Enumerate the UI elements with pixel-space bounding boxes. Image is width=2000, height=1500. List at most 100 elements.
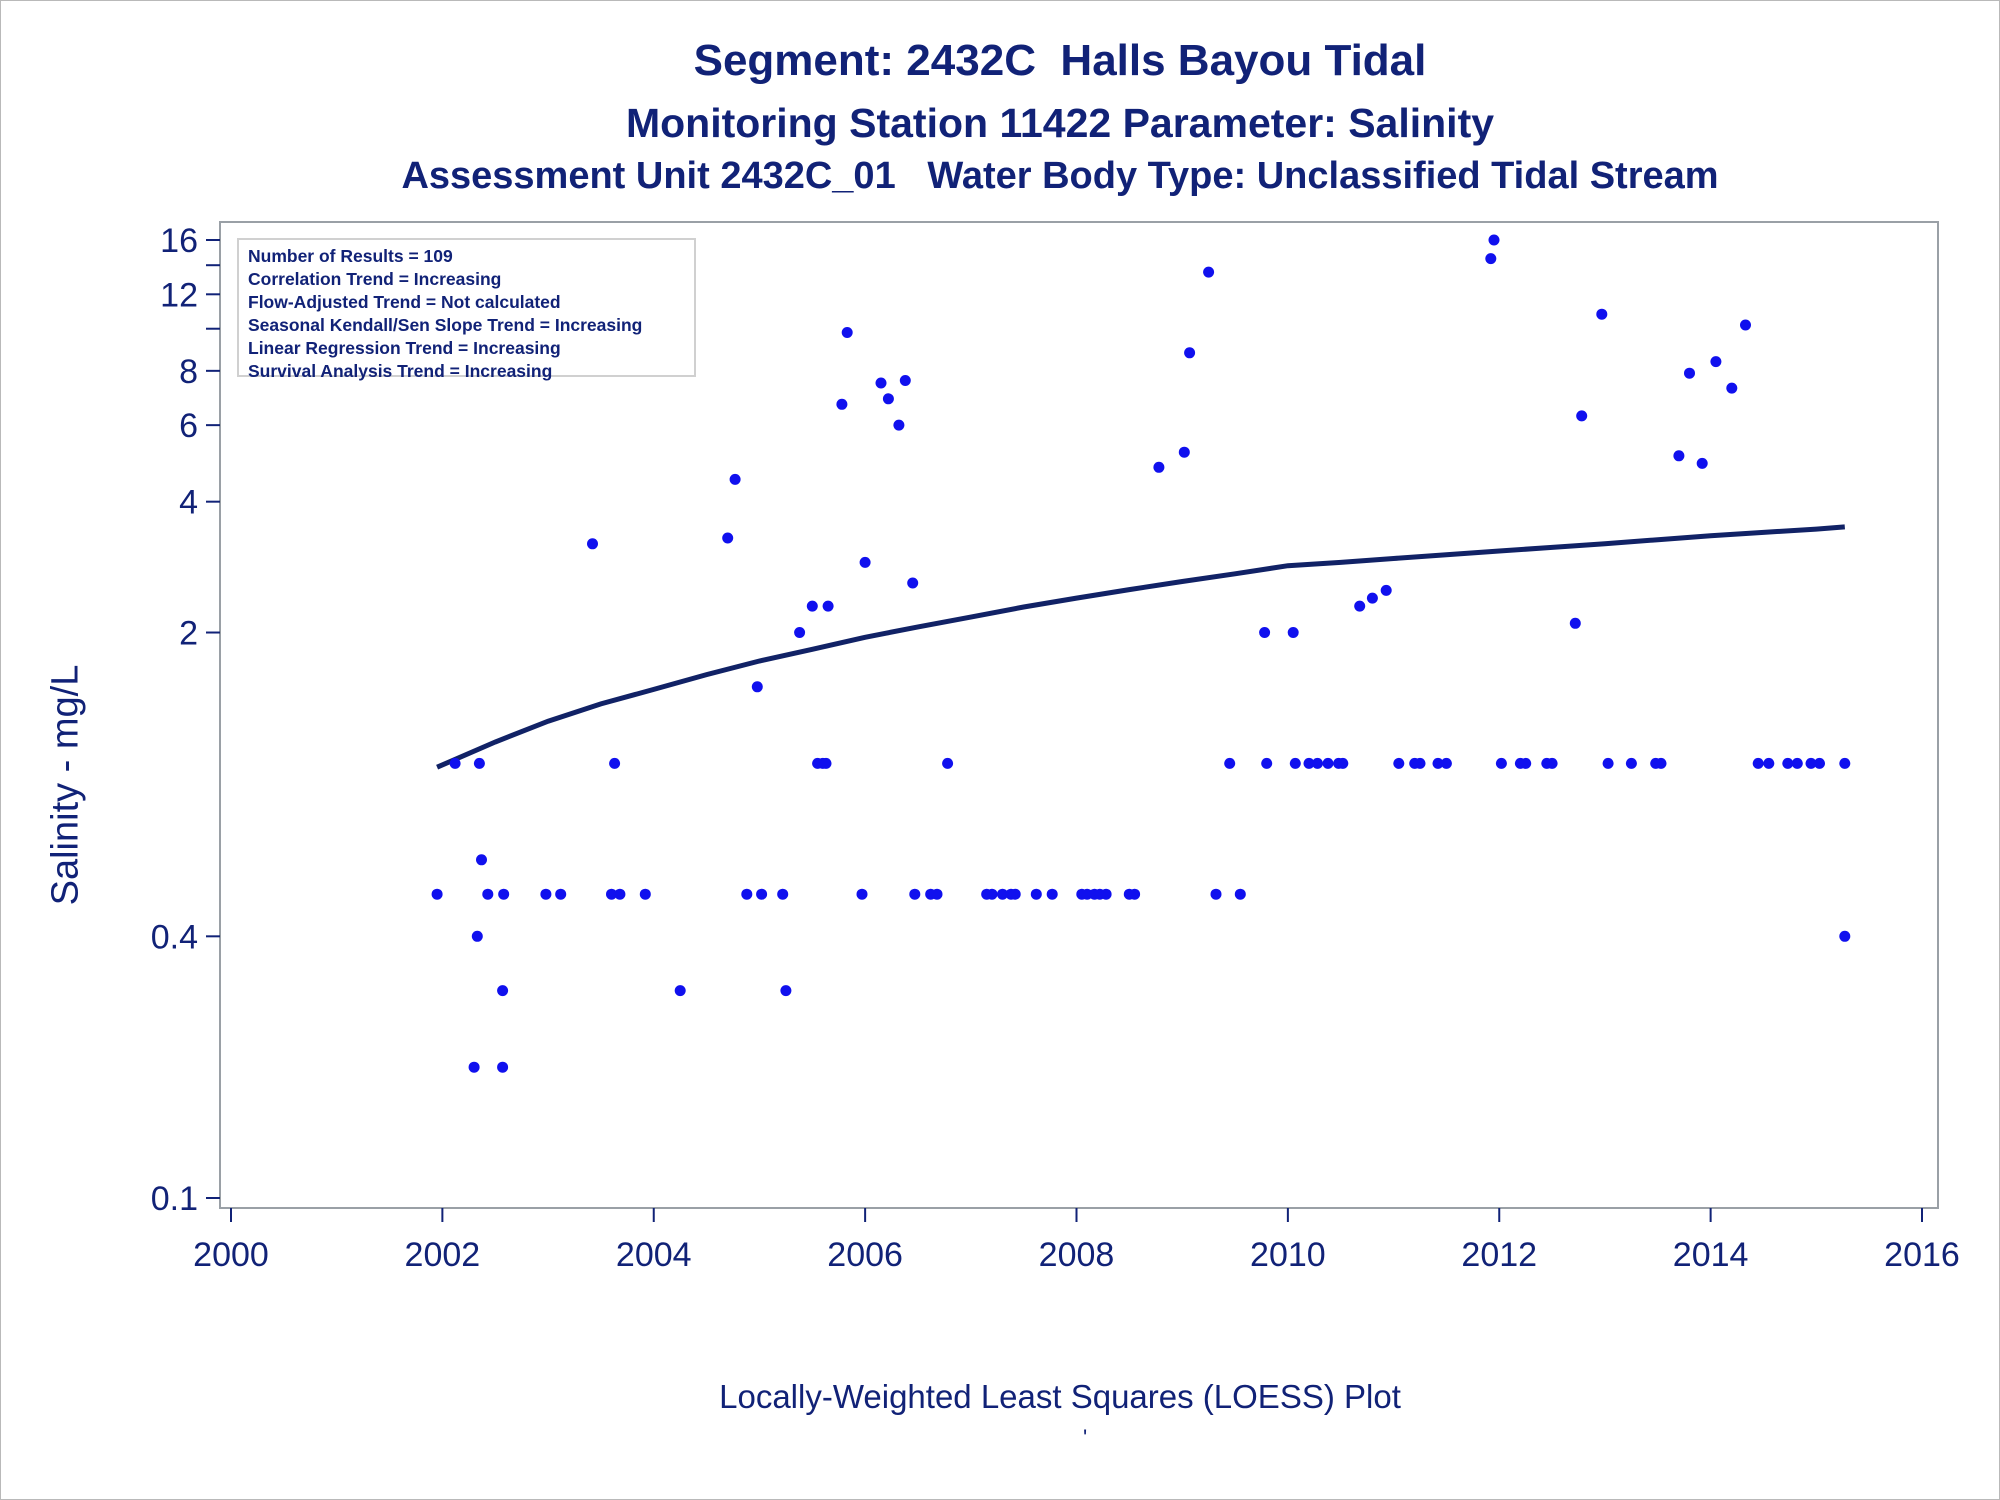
- data-point: [1153, 461, 1165, 473]
- data-point: [1322, 757, 1334, 769]
- data-point: [1655, 757, 1667, 769]
- footnote-mark: ': [1083, 1425, 1088, 1450]
- trend-legend: Number of Results = 109 Correlation Tren…: [237, 238, 696, 381]
- data-point: [1839, 757, 1851, 769]
- data-point: [1380, 584, 1392, 596]
- chart-subtitle: Monitoring Station 11422 Parameter: Sali…: [625, 100, 1495, 146]
- data-point: [468, 1061, 480, 1073]
- data-point: [1726, 382, 1738, 394]
- data-point: [639, 888, 651, 900]
- data-point: [1224, 757, 1236, 769]
- data-point: [1602, 757, 1614, 769]
- data-point: [449, 757, 461, 769]
- data-point: [1440, 757, 1452, 769]
- chart-title: Segment: 2432C Halls Bayou Tidal: [693, 36, 1427, 85]
- x-tick-label: 2008: [1039, 1236, 1115, 1274]
- data-point: [1684, 367, 1695, 379]
- data-point: [756, 888, 768, 900]
- data-point: [806, 600, 818, 612]
- y-tick-label: 2: [179, 615, 198, 653]
- chart-footnote: Locally-Weighted Least Squares (LOESS) P…: [719, 1378, 1401, 1415]
- plot-area: [219, 221, 1939, 1209]
- x-tick-label: 2010: [1250, 1236, 1326, 1274]
- data-point: [882, 393, 894, 405]
- data-point: [1009, 888, 1021, 900]
- data-point: [780, 985, 792, 997]
- data-point: [1287, 627, 1299, 638]
- data-point: [1259, 627, 1271, 638]
- y-axis: 0.1 0.4 2 4 6 8 12 16: [151, 222, 220, 1218]
- data-point: [482, 888, 494, 900]
- data-point: [1805, 757, 1817, 769]
- data-point: [1312, 757, 1323, 769]
- data-point: [794, 627, 806, 638]
- y-tick-label: 4: [179, 484, 198, 522]
- data-point: [729, 473, 741, 485]
- data-point: [820, 757, 832, 769]
- data-point: [1129, 888, 1141, 900]
- data-point: [907, 577, 919, 589]
- data-point: [1366, 592, 1378, 604]
- data-point: [893, 419, 905, 431]
- x-tick-label: 2012: [1461, 1236, 1537, 1274]
- data-points: [431, 234, 1851, 1073]
- data-point: [1184, 347, 1196, 359]
- data-point: [614, 888, 626, 900]
- y-tick-label: 8: [179, 353, 198, 391]
- loess-curve: [436, 524, 1845, 770]
- data-point: [471, 930, 483, 942]
- data-point: [1576, 410, 1588, 422]
- data-point: [1752, 757, 1764, 769]
- y-tick-label: 16: [160, 222, 198, 260]
- data-point: [1839, 930, 1851, 942]
- y-tick-label: 6: [179, 407, 198, 445]
- data-point: [1696, 457, 1708, 469]
- legend-line-linear-regression: Linear Regression Trend = Increasing: [248, 338, 561, 358]
- data-point: [1673, 450, 1685, 462]
- data-point: [1432, 757, 1444, 769]
- data-point: [1791, 757, 1803, 769]
- legend-line-correlation: Correlation Trend = Increasing: [248, 269, 502, 289]
- data-point: [555, 888, 567, 900]
- data-point: [909, 888, 921, 900]
- data-point: [1337, 757, 1349, 769]
- data-point: [1488, 234, 1500, 246]
- legend-line-survival: Survival Analysis Trend = Increasing: [248, 361, 553, 381]
- chart-subtitle-2: Assessment Unit 2432C_01 Water Body Type…: [401, 155, 1719, 197]
- data-point: [1261, 757, 1273, 769]
- data-point: [473, 757, 485, 769]
- data-point: [1740, 319, 1751, 331]
- data-point: [751, 681, 763, 693]
- data-point: [1046, 888, 1058, 900]
- data-point: [1763, 757, 1775, 769]
- data-point: [1178, 446, 1190, 458]
- data-point: [875, 377, 887, 389]
- legend-line-flow-adjusted: Flow-Adjusted Trend = Not calculated: [248, 292, 561, 312]
- x-tick-label: 2016: [1884, 1236, 1960, 1274]
- data-point: [931, 888, 943, 900]
- x-tick-label: 2006: [827, 1236, 903, 1274]
- data-point: [1625, 757, 1637, 769]
- data-point: [431, 888, 443, 900]
- data-point: [741, 888, 753, 900]
- data-point: [476, 854, 487, 866]
- data-point: [609, 757, 621, 769]
- data-point: [1710, 356, 1722, 368]
- data-point: [1520, 757, 1532, 769]
- data-point: [1569, 617, 1581, 629]
- data-point: [1030, 888, 1042, 900]
- x-tick-label: 2000: [193, 1236, 269, 1274]
- data-point: [1495, 757, 1507, 769]
- data-point: [1210, 888, 1222, 900]
- data-point: [1393, 757, 1405, 769]
- data-point: [856, 888, 868, 900]
- data-point: [1303, 757, 1315, 769]
- y-tick-label: 0.1: [151, 1180, 198, 1218]
- data-point: [1203, 266, 1215, 278]
- data-point: [606, 888, 617, 900]
- data-point: [822, 600, 834, 612]
- data-point: [540, 888, 552, 900]
- data-point: [1354, 600, 1366, 612]
- x-tick-label: 2004: [616, 1236, 692, 1274]
